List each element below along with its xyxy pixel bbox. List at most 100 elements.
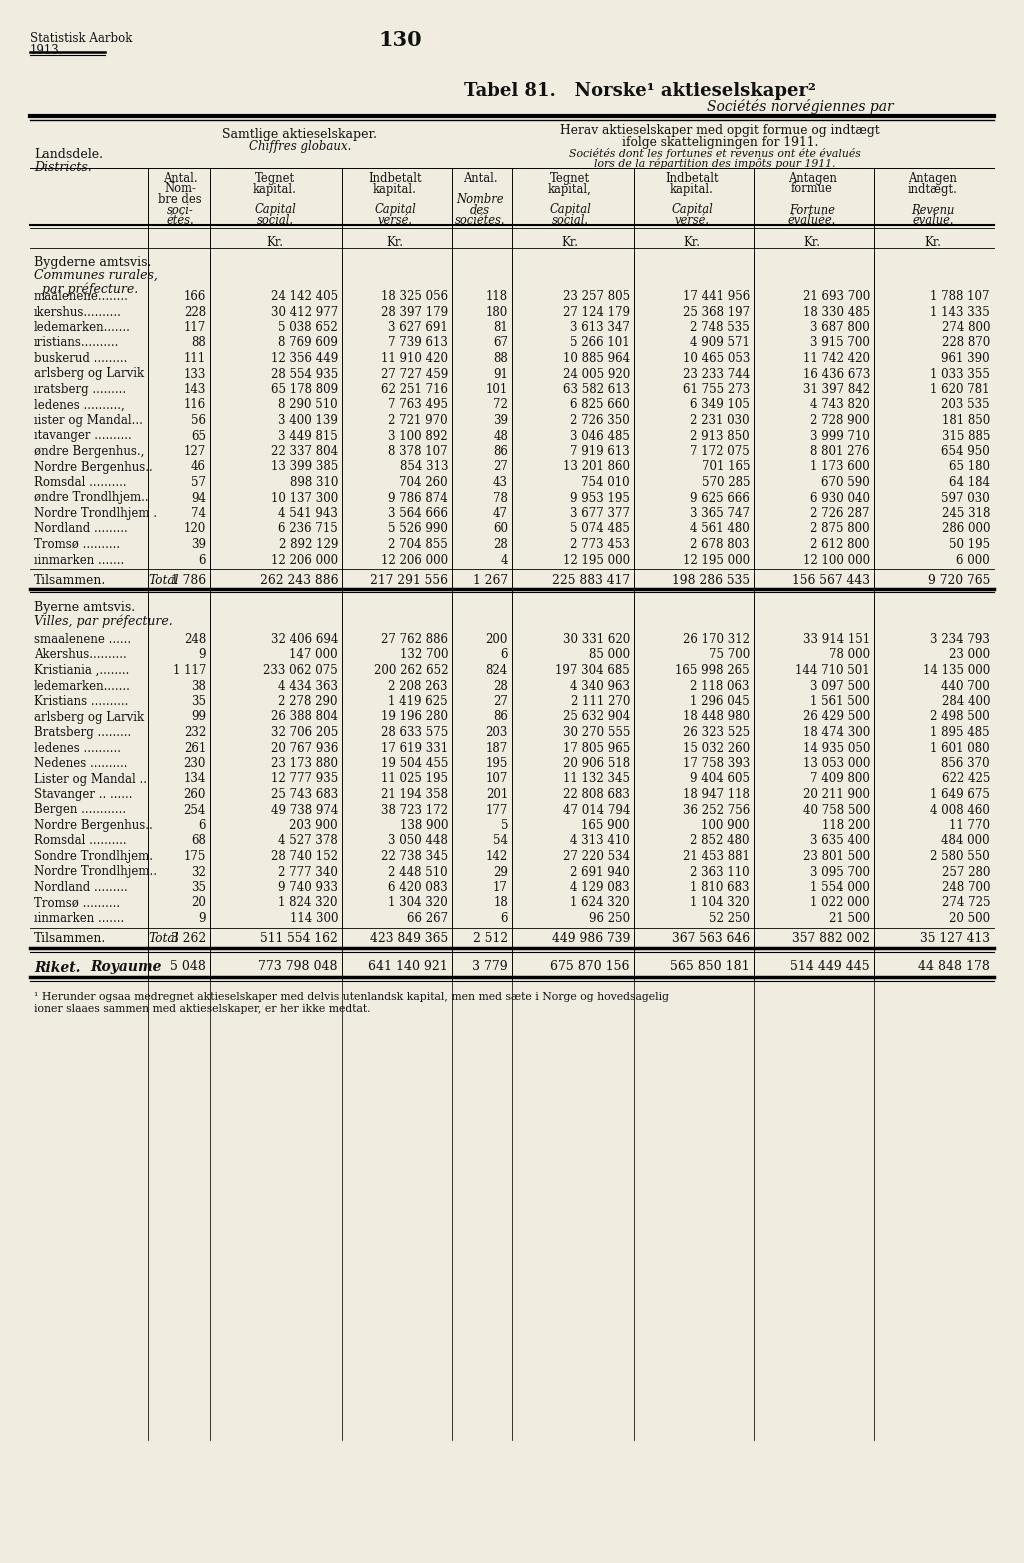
Text: 2 748 535: 2 748 535 — [690, 320, 750, 334]
Text: 66 267: 66 267 — [407, 911, 449, 925]
Text: Tegnet: Tegnet — [550, 172, 590, 184]
Text: 701 165: 701 165 — [701, 461, 750, 474]
Text: 5 266 101: 5 266 101 — [570, 336, 630, 350]
Text: 4 561 480: 4 561 480 — [690, 522, 750, 536]
Text: Statistisk Aarbok: Statistisk Aarbok — [30, 31, 132, 45]
Text: Herav aktieselskaper med opgit formue og indtægt: Herav aktieselskaper med opgit formue og… — [560, 123, 880, 138]
Text: 12 777 935: 12 777 935 — [270, 772, 338, 786]
Text: 2 111 270: 2 111 270 — [570, 696, 630, 708]
Text: 675 870 156: 675 870 156 — [551, 961, 630, 974]
Text: maalenene........: maalenene........ — [34, 291, 129, 303]
Text: 101: 101 — [485, 383, 508, 395]
Text: 3 635 400: 3 635 400 — [810, 835, 870, 847]
Text: 27 762 886: 27 762 886 — [381, 633, 449, 646]
Text: ıtavanger ..........: ıtavanger .......... — [34, 430, 132, 442]
Text: 75 700: 75 700 — [709, 649, 750, 661]
Text: 17 619 331: 17 619 331 — [381, 741, 449, 755]
Text: Tegnet: Tegnet — [255, 172, 295, 184]
Text: 274 800: 274 800 — [941, 320, 990, 334]
Text: 228: 228 — [184, 305, 206, 319]
Text: 65: 65 — [191, 430, 206, 442]
Text: 3 100 892: 3 100 892 — [388, 430, 449, 442]
Text: 96 250: 96 250 — [589, 911, 630, 925]
Text: 203: 203 — [485, 725, 508, 739]
Text: arlsberg og Larvik: arlsberg og Larvik — [34, 711, 144, 724]
Text: Communes rurales,: Communes rurales, — [34, 269, 158, 281]
Text: 203 535: 203 535 — [941, 399, 990, 411]
Text: 15 032 260: 15 032 260 — [683, 741, 750, 755]
Text: kapital.: kapital. — [253, 183, 297, 195]
Text: 25 743 683: 25 743 683 — [270, 788, 338, 800]
Text: social.: social. — [552, 214, 589, 227]
Text: 200: 200 — [485, 633, 508, 646]
Text: ioner slaaes sammen med aktieselskaper, er her ikke medtat.: ioner slaaes sammen med aktieselskaper, … — [34, 1005, 371, 1014]
Text: 86: 86 — [494, 711, 508, 724]
Text: 46: 46 — [191, 461, 206, 474]
Text: 24 005 920: 24 005 920 — [563, 367, 630, 380]
Text: 52 250: 52 250 — [709, 911, 750, 925]
Text: Byerne amtsvis.: Byerne amtsvis. — [34, 602, 135, 614]
Text: 180: 180 — [485, 305, 508, 319]
Text: Fortune: Fortune — [790, 203, 835, 217]
Text: 1 601 080: 1 601 080 — [931, 741, 990, 755]
Text: 61 755 273: 61 755 273 — [683, 383, 750, 395]
Text: 511 554 162: 511 554 162 — [260, 933, 338, 946]
Text: Capital: Capital — [254, 203, 296, 217]
Text: 12 356 449: 12 356 449 — [270, 352, 338, 366]
Text: 177: 177 — [485, 803, 508, 816]
Text: 50 195: 50 195 — [949, 538, 990, 552]
Text: 175: 175 — [183, 850, 206, 863]
Text: indtægt.: indtægt. — [908, 183, 957, 195]
Text: 117: 117 — [183, 320, 206, 334]
Text: 32: 32 — [191, 866, 206, 878]
Text: 2 726 287: 2 726 287 — [811, 506, 870, 520]
Text: 2 728 900: 2 728 900 — [810, 414, 870, 427]
Text: Tromsø ..........: Tromsø .......... — [34, 538, 120, 552]
Text: 248 700: 248 700 — [941, 882, 990, 894]
Text: Bratsberg .........: Bratsberg ......... — [34, 725, 131, 739]
Text: 1 786: 1 786 — [171, 574, 206, 588]
Text: 248: 248 — [183, 633, 206, 646]
Text: social.: social. — [256, 214, 294, 227]
Text: 32 706 205: 32 706 205 — [270, 725, 338, 739]
Text: 17: 17 — [494, 882, 508, 894]
Text: 961 390: 961 390 — [941, 352, 990, 366]
Text: ıratsberg .........: ıratsberg ......... — [34, 383, 126, 395]
Text: 166: 166 — [183, 291, 206, 303]
Text: 1 895 485: 1 895 485 — [931, 725, 990, 739]
Text: 704 260: 704 260 — [399, 477, 449, 489]
Text: 773 798 048: 773 798 048 — [258, 961, 338, 974]
Text: Akershus..........: Akershus.......... — [34, 649, 127, 661]
Text: 1 304 320: 1 304 320 — [388, 897, 449, 910]
Text: ¹ Herunder ogsaa medregnet aktieselskaper med delvis utenlandsk kapital, men med: ¹ Herunder ogsaa medregnet aktieselskape… — [34, 993, 669, 1002]
Text: 570 285: 570 285 — [701, 477, 750, 489]
Text: 4 129 083: 4 129 083 — [570, 882, 630, 894]
Text: Landsdele.: Landsdele. — [34, 148, 103, 161]
Text: 32 406 694: 32 406 694 — [270, 633, 338, 646]
Text: 200 262 652: 200 262 652 — [374, 664, 449, 677]
Text: 1 624 320: 1 624 320 — [570, 897, 630, 910]
Text: 3 365 747: 3 365 747 — [690, 506, 750, 520]
Text: Romsdal ..........: Romsdal .......... — [34, 835, 127, 847]
Text: 12 100 000: 12 100 000 — [803, 553, 870, 566]
Text: 6: 6 — [199, 553, 206, 566]
Text: 65 178 809: 65 178 809 — [271, 383, 338, 395]
Text: 367 563 646: 367 563 646 — [672, 933, 750, 946]
Text: Antal.: Antal. — [463, 172, 498, 184]
Text: 357 882 002: 357 882 002 — [792, 933, 870, 946]
Text: 9 786 874: 9 786 874 — [388, 491, 449, 505]
Text: Kr.: Kr. — [925, 236, 941, 249]
Text: 4 340 963: 4 340 963 — [570, 680, 630, 692]
Text: 18 325 056: 18 325 056 — [381, 291, 449, 303]
Text: étés.: étés. — [166, 214, 194, 227]
Text: 4 527 378: 4 527 378 — [279, 835, 338, 847]
Text: 18: 18 — [494, 897, 508, 910]
Text: versé.: versé. — [378, 214, 413, 227]
Text: Bygderne amtsvis.: Bygderne amtsvis. — [34, 256, 152, 269]
Text: 99: 99 — [191, 711, 206, 724]
Text: 245 318: 245 318 — [942, 506, 990, 520]
Text: 2 612 800: 2 612 800 — [811, 538, 870, 552]
Text: 1913.: 1913. — [30, 44, 63, 56]
Text: 12 206 000: 12 206 000 — [271, 553, 338, 566]
Text: 2 118 063: 2 118 063 — [690, 680, 750, 692]
